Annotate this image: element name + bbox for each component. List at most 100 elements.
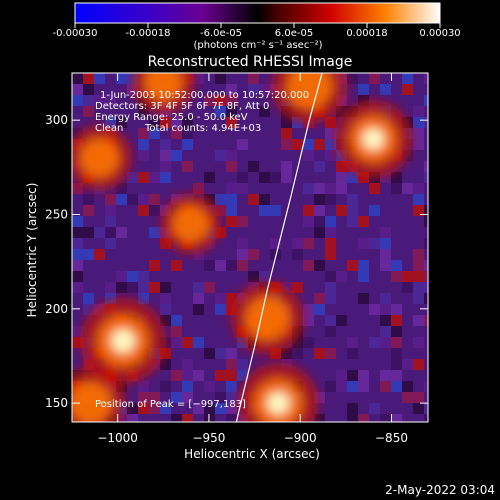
heatmap-cell [83, 84, 94, 95]
heatmap-cell [314, 183, 325, 194]
heatmap-cell [325, 194, 336, 205]
heatmap-cell [83, 249, 94, 260]
heatmap-cell [259, 172, 270, 183]
heatmap-cell [215, 403, 226, 414]
x-tick-label: −900 [284, 431, 317, 445]
heatmap-cell [83, 205, 94, 216]
heatmap-cell [182, 139, 193, 150]
heatmap-cell [215, 260, 226, 271]
footer-timestamp: 2-May-2022 03:04 [385, 483, 495, 497]
heatmap-cell [149, 172, 160, 183]
heatmap-cell [292, 117, 303, 128]
heatmap-cell [391, 172, 402, 183]
heatmap-cell [380, 414, 391, 422]
heatmap-cell [391, 337, 402, 348]
heatmap-cell [347, 370, 358, 381]
heatmap-cell [314, 139, 325, 150]
heatmap-cell [380, 260, 391, 271]
heatmap-cell [413, 194, 424, 205]
heatmap-cell [314, 348, 325, 359]
heatmap-cell [105, 194, 116, 205]
heatmap-cell [160, 172, 171, 183]
heatmap-cell [347, 216, 358, 227]
heatmap-cell [182, 381, 193, 392]
heatmap-cell [72, 216, 83, 227]
heatmap-cell [336, 161, 347, 172]
heatmap-cell [402, 183, 413, 194]
heatmap-cell [336, 205, 347, 216]
heatmap-cell [358, 238, 369, 249]
heatmap-cell [413, 260, 424, 271]
heatmap-cell [325, 183, 336, 194]
heatmap-cell [314, 260, 325, 271]
heatmap-cell [314, 161, 325, 172]
heatmap-cell [160, 403, 171, 414]
annotation-detectors: Detectors: 3F 4F 5F 6F 7F 8F, Att 0 [95, 101, 269, 112]
heatmap-cell [226, 150, 237, 161]
emission-core [244, 295, 290, 341]
heatmap-cell [138, 392, 149, 403]
heatmap-cell [369, 73, 380, 84]
heatmap-cell [105, 293, 116, 304]
heatmap-cell [182, 359, 193, 370]
heatmap-cell [127, 172, 138, 183]
heatmap-cell [215, 106, 226, 117]
heatmap-cell [325, 282, 336, 293]
heatmap-cell [347, 337, 358, 348]
heatmap-cell [160, 315, 171, 326]
heatmap-cell [292, 238, 303, 249]
heatmap-cell [325, 293, 336, 304]
heatmap-cell [325, 315, 336, 326]
heatmap-cell [380, 293, 391, 304]
heatmap-cell [314, 414, 325, 422]
heatmap-cell [292, 139, 303, 150]
heatmap-cell [72, 227, 83, 238]
heatmap-cell [402, 84, 413, 95]
heatmap-cell [171, 117, 182, 128]
heatmap-cell [314, 194, 325, 205]
heatmap-cell [391, 348, 402, 359]
heatmap-cell [303, 205, 314, 216]
colorbar-units: (photons cm⁻² s⁻¹ asec⁻²) [193, 40, 322, 51]
heatmap-cell [226, 117, 237, 128]
heatmap-cell [226, 216, 237, 227]
heatmap-cell [160, 348, 171, 359]
heatmap-cell [270, 205, 281, 216]
heatmap-cell [314, 392, 325, 403]
heatmap-cell [193, 370, 204, 381]
heatmap-cell [292, 249, 303, 260]
heatmap-cell [116, 271, 127, 282]
heatmap-cell [413, 106, 424, 117]
heatmap-cell [72, 183, 83, 194]
heatmap-cell [116, 117, 127, 128]
heatmap-cell [369, 183, 380, 194]
heatmap-cell [237, 370, 248, 381]
colorbar-tick-label: -0.00018 [126, 28, 171, 39]
heatmap-cell [160, 381, 171, 392]
heatmap-cell [138, 128, 149, 139]
heatmap-cell [413, 315, 424, 326]
heatmap-cell [138, 282, 149, 293]
heatmap-cell [325, 128, 336, 139]
heatmap-cell [138, 293, 149, 304]
heatmap-cell [116, 183, 127, 194]
heatmap-cell [380, 238, 391, 249]
heatmap-cell [193, 183, 204, 194]
heatmap-cell [248, 84, 259, 95]
annotation-method: Clean [95, 123, 123, 134]
heatmap-cell [325, 227, 336, 238]
heatmap-cell [226, 84, 237, 95]
heatmap-cell [226, 414, 237, 422]
heatmap-cell [380, 326, 391, 337]
heatmap-cell [413, 282, 424, 293]
heatmap-cell [325, 249, 336, 260]
heatmap-cell [105, 227, 116, 238]
heatmap-cell [391, 381, 402, 392]
heatmap-cell [226, 392, 237, 403]
heatmap-cell [413, 337, 424, 348]
heatmap-cell [413, 183, 424, 194]
heatmap-cell [237, 260, 248, 271]
heatmap-cell [424, 381, 428, 392]
heatmap-cell [237, 183, 248, 194]
heatmap-cell [204, 348, 215, 359]
